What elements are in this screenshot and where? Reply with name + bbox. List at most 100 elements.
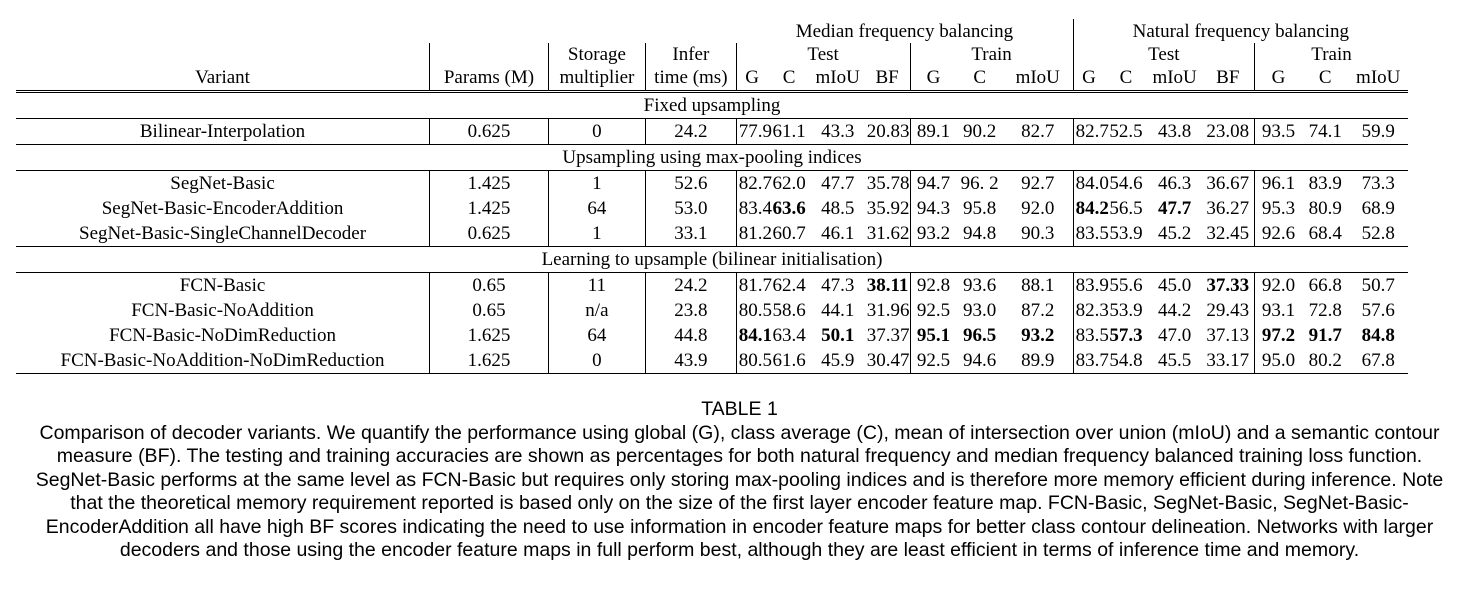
- m-train-cell: 92.5: [910, 348, 957, 374]
- m-test-cell: 20.83: [864, 118, 911, 145]
- median-train-header: Train: [910, 43, 1074, 65]
- m-train-cell: 93.6: [963, 275, 997, 296]
- storage-cell: 0: [548, 118, 647, 145]
- m-test-cell: 31.62: [864, 221, 911, 247]
- m-test-cell: 80.5: [736, 348, 772, 374]
- miou-header: mIoU: [810, 65, 865, 93]
- m-train-cell: 82.7: [1002, 118, 1074, 145]
- m-train-cell: 93.0: [963, 300, 997, 321]
- n-train-cell: 92.6: [1254, 221, 1302, 247]
- n-train-cell: 96.1: [1261, 173, 1296, 194]
- n-test-cell: 43.8: [1147, 118, 1202, 145]
- c-header: C: [1302, 65, 1349, 93]
- n-train-cell: 91.7: [1308, 325, 1342, 346]
- variant-cell: FCN-Basic: [16, 272, 431, 298]
- m-train-cell: 96.5: [963, 325, 997, 346]
- n-train-cell: 93.1: [1261, 300, 1296, 321]
- table-caption: TABLE 1 Comparison of decoder variants. …: [0, 398, 1479, 563]
- n-test-cell: 47.0: [1157, 325, 1192, 346]
- n-test-cell: 32.45: [1201, 221, 1255, 247]
- m-test-cell: 61.6: [767, 348, 811, 374]
- n-train-cell: 66.8: [1308, 275, 1342, 296]
- g-header: G: [910, 65, 957, 93]
- m-test-cell: 77.9: [736, 118, 772, 145]
- table-label: TABLE 1: [701, 398, 778, 420]
- section-title: Fixed upsampling: [16, 91, 1408, 119]
- m-test-cell: 47.7: [821, 173, 855, 194]
- n-test-cell: 83.5: [1075, 325, 1109, 346]
- m-test-cell-value: 81.2: [738, 221, 772, 246]
- m-test-cell: 60.7: [767, 221, 811, 247]
- table-row: Bilinear-Interpolation 0.625 0 24.2 77.9 61.1…: [16, 118, 1408, 145]
- m-train-cell: 89.9: [1002, 348, 1074, 374]
- params-cell: 1.625: [429, 323, 549, 348]
- n-test-cell: 47.7: [1157, 198, 1192, 219]
- n-test-cell: 36.27: [1201, 196, 1255, 221]
- m-test-cell: 47.3: [821, 275, 855, 296]
- bf-header: BF: [864, 65, 911, 93]
- m-train-cell: 92.0: [1002, 196, 1074, 221]
- m-test-cell-value: 84.1: [738, 323, 772, 348]
- n-train-cell: 97.2: [1261, 325, 1296, 346]
- m-test-cell: 63.4: [772, 325, 806, 346]
- infer-cell: 24.2: [645, 272, 737, 298]
- m-test-cell: 84.1: [736, 323, 772, 348]
- n-train-cell: 92.0: [1261, 275, 1296, 296]
- storage-cell-value: 64: [587, 323, 607, 348]
- infer-cell-value: 23.8: [674, 298, 708, 323]
- table-row: FCN-Basic 0.65 11 24.2 81.7 62.4 47.3 38.11 92.8…: [16, 272, 1408, 298]
- n-test-cell: 33.17: [1201, 348, 1255, 374]
- m-test-cell: 58.6: [772, 300, 806, 321]
- storage-cell: 64: [548, 323, 647, 348]
- m-test-cell-value: 83.4: [738, 196, 772, 221]
- infer-cell-value: 52.6: [674, 171, 708, 196]
- m-test-cell: 62.4: [772, 275, 806, 296]
- n-train-cell: 50.7: [1361, 275, 1395, 296]
- n-train-cell: 72.8: [1308, 300, 1342, 321]
- m-train-cell: 93.2: [910, 221, 957, 247]
- n-train-cell: 93.5: [1254, 118, 1302, 145]
- table-row: SegNet-Basic 1.425 1 52.6 82.7 62.0 47.7 35.78 9…: [16, 170, 1408, 196]
- variant-cell: SegNet-Basic-EncoderAddition: [16, 196, 431, 221]
- c-header: C: [956, 65, 1003, 93]
- m-train-cell: 90.2: [956, 118, 1003, 145]
- n-train-cell: 74.1: [1302, 118, 1349, 145]
- m-test-cell: 81.2: [736, 221, 772, 247]
- storage-cell-value: 11: [587, 273, 607, 298]
- params-cell: 0.625: [429, 221, 549, 247]
- n-train-cell: 80.2: [1302, 348, 1349, 374]
- section-header-row: Upsampling using max-pooling indices: [16, 144, 1408, 171]
- m-train-cell: 95.1: [916, 325, 951, 346]
- n-test-cell: 84.0: [1075, 173, 1109, 194]
- n-test-cell: 83.5: [1073, 221, 1109, 247]
- storage-cell: 0: [548, 348, 647, 374]
- infer-cell: 44.8: [645, 323, 737, 348]
- table-row: SegNet-Basic-SingleChannelDecoder 0.625 1 3…: [16, 221, 1408, 247]
- n-test-cell: 56.5: [1109, 198, 1143, 219]
- n-train-cell: 68.9: [1361, 198, 1395, 219]
- m-test-cell: 44.1: [821, 300, 855, 321]
- params-cell-value: 1.625: [467, 348, 511, 373]
- m-test-cell-value: 80.5: [738, 348, 772, 373]
- m-test-cell: 38.11: [864, 272, 911, 298]
- params-header: Params (M): [429, 65, 549, 93]
- miou-header: mIoU: [1348, 65, 1408, 93]
- n-test-cell: 82.3: [1075, 300, 1109, 321]
- variant-cell: Bilinear-Interpolation: [16, 118, 431, 145]
- storage-cell-value: 1: [590, 171, 604, 196]
- infer-header-bottom: time (ms): [645, 65, 737, 93]
- infer-cell: 23.8: [645, 298, 737, 323]
- params-cell: 1.425: [429, 170, 549, 196]
- m-test-cell-value: 80.5: [738, 298, 772, 323]
- table-body: Fixed upsampling Bilinear-Interpolation 0.…: [16, 91, 1408, 374]
- table-row: FCN-Basic-NoAddition-NoDimReduction 1.625…: [16, 348, 1408, 374]
- infer-cell: 53.0: [645, 196, 737, 221]
- n-test-cell: 36.67: [1201, 170, 1255, 196]
- m-train-cell: 94.3: [916, 198, 951, 219]
- n-train-cell: 95.0: [1254, 348, 1302, 374]
- n-test-cell: 37.33: [1201, 272, 1255, 298]
- m-test-cell: 43.3: [810, 118, 865, 145]
- n-test-cell: 44.2: [1157, 300, 1192, 321]
- storage-cell-value: 0: [590, 348, 604, 373]
- n-test-cell: 53.9: [1109, 300, 1143, 321]
